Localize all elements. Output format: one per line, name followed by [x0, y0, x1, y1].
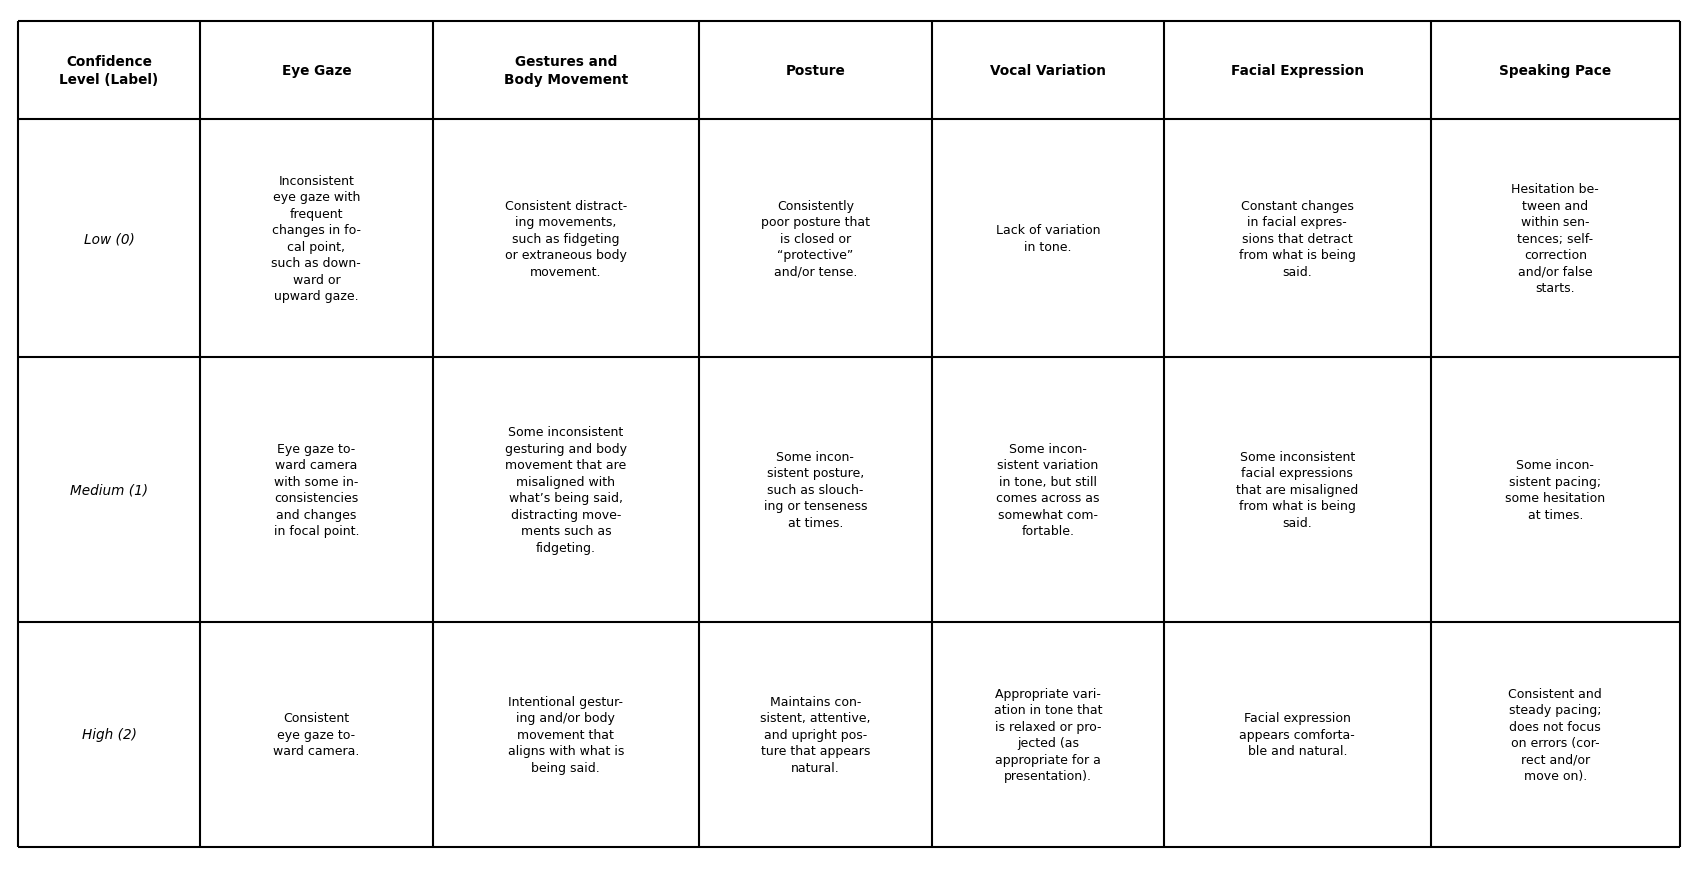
Text: Consistent
eye gaze to-
ward camera.: Consistent eye gaze to- ward camera.	[273, 712, 360, 758]
Text: Some incon-
sistent posture,
such as slouch-
ing or tenseness
at times.: Some incon- sistent posture, such as slo…	[764, 450, 868, 529]
Text: Confidence
Level (Label): Confidence Level (Label)	[59, 56, 158, 87]
Text: Some inconsistent
facial expressions
that are misaligned
from what is being
said: Some inconsistent facial expressions tha…	[1236, 450, 1358, 529]
Text: Consistent and
steady pacing;
does not focus
on errors (cor-
rect and/or
move on: Consistent and steady pacing; does not f…	[1508, 687, 1603, 782]
Text: Posture: Posture	[786, 64, 846, 78]
Text: Eye gaze to-
ward camera
with some in-
consistencies
and changes
in focal point.: Eye gaze to- ward camera with some in- c…	[273, 442, 358, 538]
Text: Vocal Variation: Vocal Variation	[990, 64, 1105, 78]
Text: High (2): High (2)	[82, 727, 136, 741]
Text: Low (0): Low (0)	[83, 232, 134, 246]
Text: Some incon-
sistent pacing;
some hesitation
at times.: Some incon- sistent pacing; some hesitat…	[1504, 459, 1605, 521]
Text: Maintains con-
sistent, attentive,
and upright pos-
ture that appears
natural.: Maintains con- sistent, attentive, and u…	[761, 695, 871, 774]
Text: Appropriate vari-
ation in tone that
is relaxed or pro-
jected (as
appropriate f: Appropriate vari- ation in tone that is …	[993, 687, 1102, 782]
Text: Constant changes
in facial expres-
sions that detract
from what is being
said.: Constant changes in facial expres- sions…	[1240, 199, 1355, 278]
Text: Inconsistent
eye gaze with
frequent
changes in fo-
cal point,
such as down-
ward: Inconsistent eye gaze with frequent chan…	[272, 175, 362, 303]
Text: Speaking Pace: Speaking Pace	[1499, 64, 1611, 78]
Text: Hesitation be-
tween and
within sen-
tences; self-
correction
and/or false
start: Hesitation be- tween and within sen- ten…	[1511, 182, 1600, 295]
Text: Eye Gaze: Eye Gaze	[282, 64, 351, 78]
Text: Medium (1): Medium (1)	[70, 483, 148, 497]
Text: Lack of variation
in tone.: Lack of variation in tone.	[995, 224, 1100, 254]
Text: Consistent distract-
ing movements,
such as fidgeting
or extraneous body
movemen: Consistent distract- ing movements, such…	[504, 199, 627, 278]
Text: Facial Expression: Facial Expression	[1231, 64, 1363, 78]
Text: Consistently
poor posture that
is closed or
“protective”
and/or tense.: Consistently poor posture that is closed…	[761, 199, 869, 278]
Text: Intentional gestur-
ing and/or body
movement that
aligns with what is
being said: Intentional gestur- ing and/or body move…	[508, 695, 623, 774]
Text: Gestures and
Body Movement: Gestures and Body Movement	[504, 56, 628, 87]
Text: Some incon-
sistent variation
in tone, but still
comes across as
somewhat com-
f: Some incon- sistent variation in tone, b…	[997, 442, 1100, 538]
Text: Facial expression
appears comforta-
ble and natural.: Facial expression appears comforta- ble …	[1240, 712, 1355, 758]
Text: Some inconsistent
gesturing and body
movement that are
misaligned with
what’s be: Some inconsistent gesturing and body mov…	[504, 426, 627, 554]
